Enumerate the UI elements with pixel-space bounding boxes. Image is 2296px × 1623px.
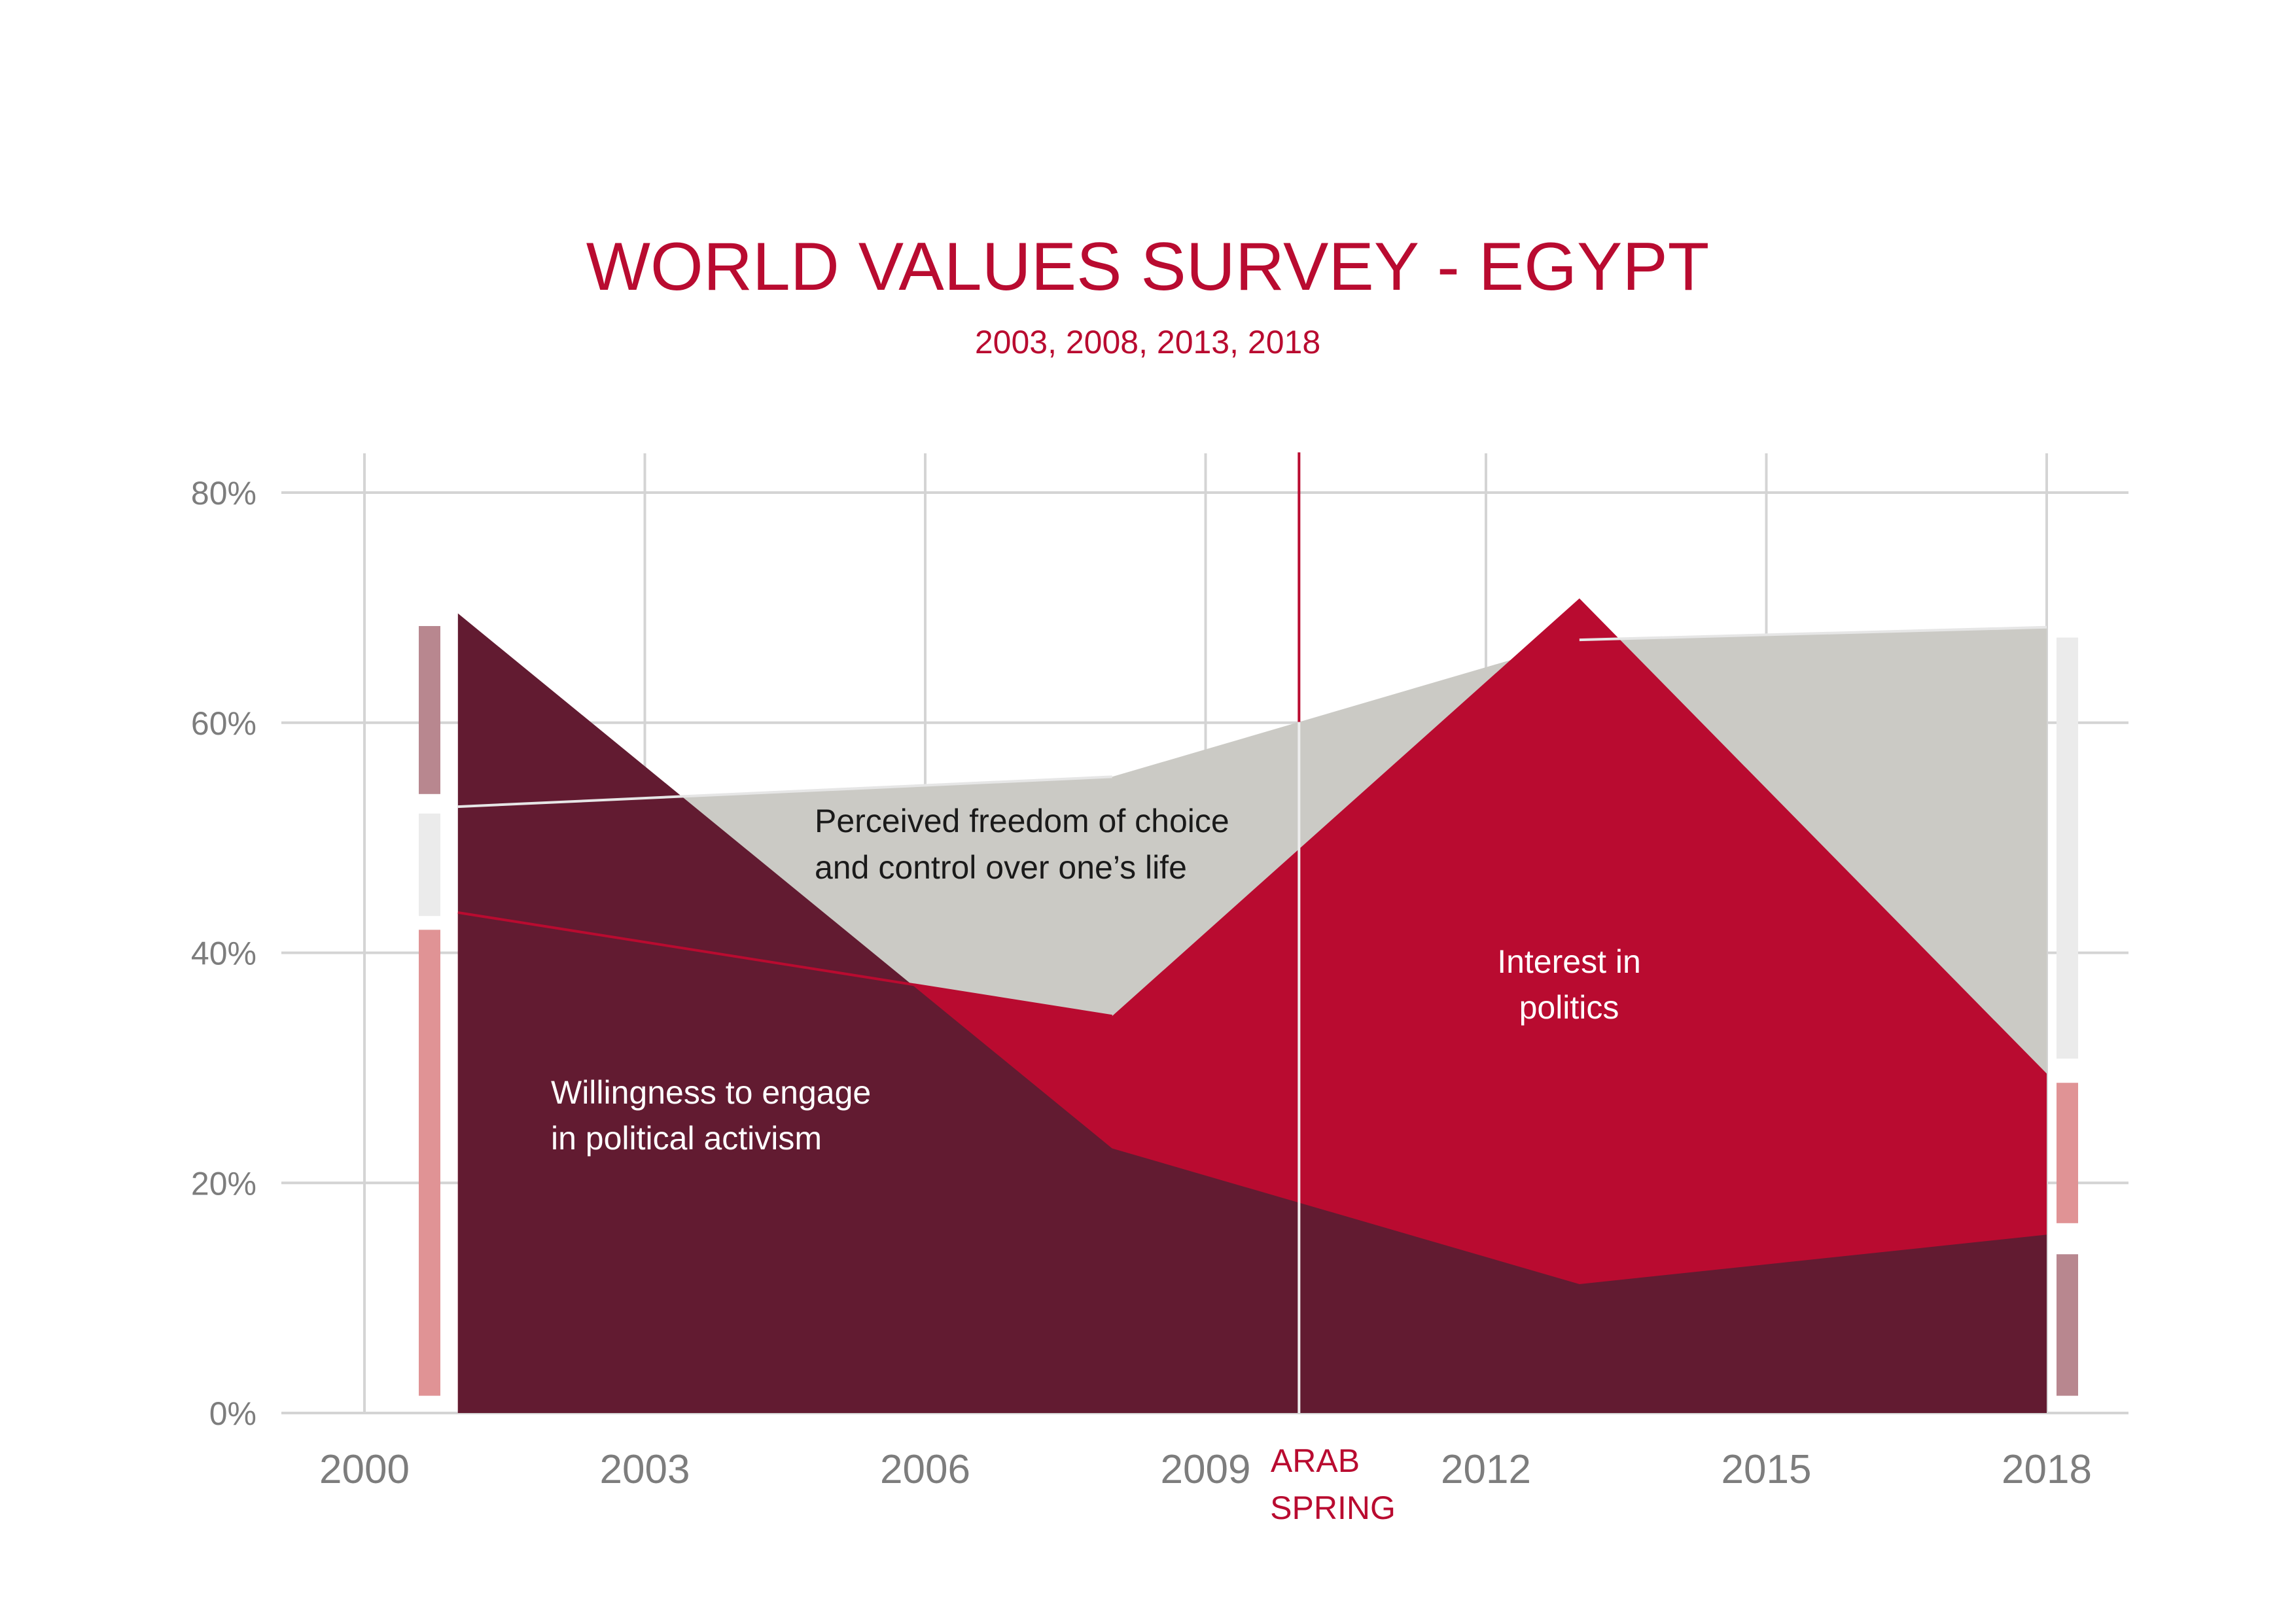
end-bar-activism [2057, 1254, 2078, 1396]
side-bars [419, 626, 2078, 1396]
y-tick-label: 80% [191, 475, 256, 512]
x-tick-label: 2006 [880, 1447, 970, 1492]
x-tick-label: 2012 [1441, 1447, 1531, 1492]
arab-spring-label-line1: ARAB [1271, 1442, 1360, 1479]
x-tick-label: 2003 [600, 1447, 690, 1492]
freedom-label-line2: and control over one’s life [815, 849, 1187, 886]
start-bar-freedom [419, 813, 440, 916]
y-tick-label: 40% [191, 935, 256, 972]
y-tick-label: 60% [191, 705, 256, 742]
activism-label-line1: Willingness to engage [551, 1074, 871, 1111]
y-tick-label: 20% [191, 1165, 256, 1202]
line-freedom-top [1579, 625, 2047, 642]
x-tick-label: 2009 [1161, 1447, 1251, 1492]
end-bar-freedom [2057, 637, 2078, 1059]
x-tick-label: 2018 [2002, 1447, 2092, 1492]
chart-subtitle: 2003, 2008, 2013, 2018 [975, 324, 1320, 360]
line-freedom-hidden [457, 775, 1112, 809]
y-tick-label: 0% [209, 1395, 256, 1432]
x-tick-label: 2000 [319, 1447, 410, 1492]
start-bar-activism [419, 626, 440, 794]
end-bar-interest [2057, 1083, 2078, 1223]
interest-label-line2: politics [1519, 989, 1619, 1026]
line-interest-hidden [457, 911, 1112, 1018]
plot-areas [457, 598, 2047, 1414]
interest-label-line1: Interest in [1497, 943, 1641, 980]
start-bar-interest [419, 930, 440, 1396]
freedom-label-line1: Perceived freedom of choice [815, 803, 1229, 839]
chart-title: WORLD VALUES SURVEY - EGYPT [586, 229, 1709, 305]
arab-spring-label-line2: SPRING [1270, 1490, 1396, 1526]
x-axis-ticks: 2000 2003 2006 2009 2012 2015 2018 [319, 1447, 2092, 1492]
area-activism [457, 613, 2047, 1414]
activism-label-line2: in political activism [551, 1120, 822, 1157]
y-axis-ticks: 0% 20% 40% 60% 80% [191, 475, 256, 1432]
x-tick-label: 2015 [1722, 1447, 1812, 1492]
